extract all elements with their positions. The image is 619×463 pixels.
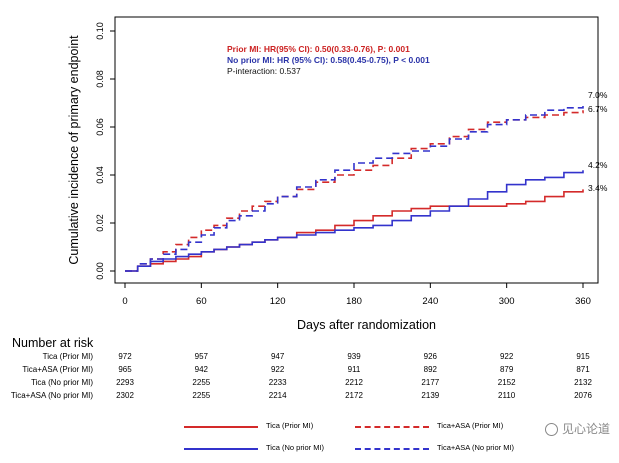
risk-row-label: Tica (No prior MI) (31, 378, 93, 387)
y-tick-label: 0.00 (95, 262, 105, 280)
x-tick-label: 0 (122, 296, 127, 307)
risk-row: Tica+ASA (No prior MI) 2302 2255 2214 2172 21… (0, 391, 619, 403)
series-end-label: 3.4% (588, 183, 608, 193)
annotation-p-interaction: P-interaction: 0.537 (227, 66, 301, 76)
x-tick-label: 180 (346, 296, 362, 307)
y-tick-label: 0.02 (95, 214, 105, 232)
x-axis-label: Days after randomization (297, 318, 436, 332)
legend-label: Tica (Prior MI) (266, 421, 314, 430)
watermark: 见心论道 (545, 420, 610, 437)
risk-value: 2172 (345, 391, 363, 400)
wechat-icon (545, 423, 558, 437)
y-tick-label: 0.10 (95, 22, 105, 40)
series-line-1 (125, 189, 584, 272)
risk-row: Tica (No prior MI) 2293 2255 2233 2212 2177 21… (0, 378, 619, 390)
x-tick-label: 120 (270, 296, 286, 307)
legend-label: Tica+ASA (Prior MI) (437, 421, 504, 430)
series-end-label: 7.0% (588, 90, 608, 100)
risk-value: 2255 (192, 378, 211, 387)
legend-swatch (355, 448, 429, 450)
risk-value: 2139 (421, 391, 440, 400)
risk-value: 2214 (268, 391, 287, 400)
risk-row: Tica (Prior MI) 972 957 947 939 926 922 915 (0, 352, 619, 364)
annotation-prior-mi: Prior MI: HR(95% CI): 0.50(0.33-0.76), P… (227, 44, 410, 54)
legend-swatch (184, 426, 258, 428)
risk-value: 911 (347, 365, 361, 374)
series-end-label: 6.7% (588, 104, 608, 114)
series-end-label: 4.2% (588, 160, 608, 170)
risk-value: 972 (118, 352, 132, 361)
watermark-text: 见心论道 (562, 422, 611, 436)
series-line-3 (125, 170, 584, 272)
x-tick-label: 60 (196, 296, 207, 307)
risk-value: 2302 (116, 391, 134, 400)
risk-value: 926 (423, 352, 438, 361)
risk-value: 2132 (574, 378, 592, 387)
series-line-4 (125, 103, 584, 272)
legend-label: Tica (No prior MI) (266, 443, 325, 452)
risk-value: 871 (576, 365, 590, 374)
risk-row: Tica+ASA (Prior MI) 965 942 922 911 892 879 871 (0, 365, 619, 377)
risk-row-label: Tica+ASA (No prior MI) (10, 391, 93, 400)
risk-value: 892 (423, 365, 438, 374)
annotation-no-prior-mi: No prior MI: HR (95% CI): 0.58(0.45-0.75… (227, 55, 430, 65)
risk-value: 957 (194, 352, 209, 361)
risk-value: 922 (270, 365, 285, 374)
y-tick-label: 0.04 (95, 166, 105, 184)
risk-value: 2076 (574, 391, 592, 400)
risk-value: 2212 (345, 378, 363, 387)
x-tick-label: 240 (422, 296, 438, 307)
risk-value: 947 (270, 352, 285, 361)
x-tick-label: 360 (575, 296, 591, 307)
risk-value: 922 (499, 352, 514, 361)
risk-value: 2152 (497, 378, 516, 387)
x-tick-label: 300 (499, 296, 515, 307)
y-tick-label: 0.08 (95, 70, 105, 88)
km-chart: 0 60 120 180 240 300 360 0.00 0.02 0.04 0.06 0.08 0.… (67, 16, 608, 332)
y-axis-label: Cumulative incidence of primary endpoint (67, 35, 81, 265)
risk-row-label: Tica (Prior MI) (42, 352, 93, 361)
risk-table-title: Number at risk (12, 336, 94, 350)
risk-value: 2255 (192, 391, 211, 400)
risk-row-label: Tica+ASA (Prior MI) (22, 365, 93, 374)
risk-value: 2110 (498, 391, 516, 400)
legend-swatch (184, 448, 258, 450)
legend-label: Tica+ASA (No prior MI) (437, 443, 515, 452)
risk-value: 2233 (268, 378, 287, 387)
risk-value: 915 (576, 352, 590, 361)
legend-swatch (355, 426, 429, 428)
risk-value: 2177 (421, 378, 440, 387)
y-tick-label: 0.06 (95, 118, 105, 136)
risk-value: 879 (499, 365, 514, 374)
risk-value: 965 (118, 365, 132, 374)
series-line-2 (125, 110, 584, 272)
risk-value: 939 (347, 352, 361, 361)
plot-frame (114, 16, 599, 284)
risk-value: 2293 (116, 378, 134, 387)
risk-value: 942 (194, 365, 209, 374)
